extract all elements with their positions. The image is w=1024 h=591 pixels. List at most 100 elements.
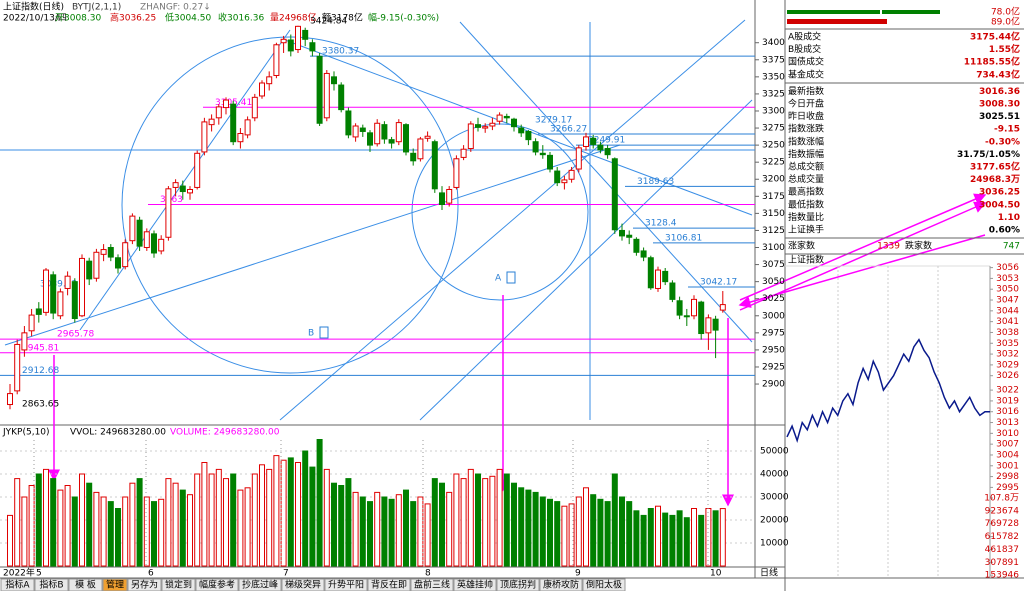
tab-label[interactable]: 倒阳太极 bbox=[586, 579, 622, 591]
tab[interactable] bbox=[453, 578, 497, 591]
tab-label[interactable]: 背反在即 bbox=[371, 579, 407, 591]
tab[interactable] bbox=[582, 578, 626, 591]
y-tick-label: 3044 bbox=[996, 306, 1019, 316]
candle-body bbox=[316, 55, 323, 124]
tab[interactable] bbox=[367, 578, 411, 591]
volume-bar bbox=[417, 496, 424, 567]
tab-label[interactable]: 盘前三线 bbox=[414, 579, 450, 591]
candle-body bbox=[71, 281, 78, 320]
high: 高3036.25 bbox=[110, 12, 156, 24]
tab[interactable] bbox=[539, 578, 583, 591]
candle-body bbox=[187, 188, 193, 194]
tab[interactable] bbox=[127, 578, 162, 591]
candle-body bbox=[662, 270, 669, 283]
y-tick-label: 2925 bbox=[762, 362, 785, 372]
info-label: 国债成交 bbox=[788, 56, 824, 68]
tab[interactable] bbox=[161, 578, 196, 591]
candle-body bbox=[323, 72, 330, 119]
tab-label[interactable]: 幅度参考 bbox=[199, 579, 235, 591]
volume-bar bbox=[71, 496, 78, 567]
tab[interactable] bbox=[281, 578, 325, 591]
tab[interactable] bbox=[0, 578, 35, 591]
tab-label[interactable]: 锁定到 bbox=[165, 579, 192, 591]
tab[interactable] bbox=[238, 578, 282, 591]
y-tick-label: 3029 bbox=[996, 360, 1019, 370]
y-tick-label: 40000 bbox=[760, 470, 789, 480]
volume-bar bbox=[316, 439, 323, 567]
volume-bar bbox=[647, 508, 654, 567]
candle-body bbox=[115, 257, 121, 269]
volume-bar bbox=[712, 510, 719, 567]
level-label: 3128.4 bbox=[645, 219, 677, 229]
candle-body bbox=[295, 25, 301, 51]
y-tick-label: 3175 bbox=[762, 192, 785, 202]
candle-body bbox=[35, 308, 42, 315]
volume-bar bbox=[14, 478, 21, 567]
tab-label[interactable]: 管理 bbox=[106, 579, 124, 591]
volume-bar bbox=[165, 478, 172, 567]
y-tick-label: 307891 bbox=[985, 558, 1019, 568]
candle-body bbox=[453, 158, 460, 188]
tab[interactable] bbox=[410, 578, 454, 591]
candle-body bbox=[482, 126, 489, 129]
tab-label[interactable]: 英雄挂帅 bbox=[457, 579, 493, 591]
y-tick-label: 3022 bbox=[996, 386, 1019, 396]
x-tick-label: 2022年 bbox=[3, 567, 35, 579]
tab[interactable] bbox=[195, 578, 239, 591]
tab-label[interactable]: 指标A bbox=[5, 579, 30, 591]
volume-bar bbox=[35, 473, 42, 567]
candle-body bbox=[251, 96, 258, 119]
volume-bar bbox=[367, 501, 373, 567]
tab[interactable] bbox=[34, 578, 69, 591]
volume-bar bbox=[525, 489, 532, 567]
tab-label[interactable]: 另存为 bbox=[131, 579, 158, 591]
info-value: 734.43亿 bbox=[976, 68, 1020, 80]
info-value: 3036.25 bbox=[979, 188, 1020, 198]
volume-bar bbox=[619, 496, 625, 567]
y-tick-label: 3075 bbox=[762, 260, 785, 270]
volume-bar bbox=[331, 482, 337, 567]
level-label: 2945.81 bbox=[22, 343, 59, 353]
candle-body bbox=[611, 158, 618, 231]
candle-body bbox=[237, 133, 244, 143]
volume-bar bbox=[539, 496, 546, 567]
y-tick-label: 3016 bbox=[996, 407, 1019, 417]
tab[interactable] bbox=[496, 578, 540, 591]
volume-bar bbox=[266, 468, 273, 567]
y-tick-label: 3041 bbox=[996, 317, 1019, 327]
tab-label[interactable]: 指标B bbox=[39, 579, 63, 591]
candle-body bbox=[244, 119, 251, 136]
tab-label[interactable]: 顶底拐判 bbox=[500, 579, 536, 591]
candle-body bbox=[143, 231, 150, 249]
tab-label[interactable]: 康桥攻防 bbox=[543, 579, 579, 591]
y-tick-label: 3125 bbox=[762, 226, 785, 236]
tab-label[interactable]: 梯级突异 bbox=[285, 579, 321, 591]
volume-bar bbox=[251, 473, 258, 567]
candle-body bbox=[331, 76, 337, 85]
candle-body bbox=[43, 269, 49, 313]
tab-label[interactable]: 抄底过峰 bbox=[242, 579, 278, 591]
candle-body bbox=[698, 301, 705, 335]
intraday-line bbox=[786, 338, 990, 444]
tab-label[interactable]: 升势平阳 bbox=[328, 579, 364, 591]
volume-bar bbox=[676, 510, 683, 567]
y-tick-label: 3026 bbox=[996, 371, 1019, 381]
volume-bar bbox=[719, 508, 726, 567]
volume-bar bbox=[431, 478, 438, 567]
vvol: VVOL: 249683280.00 bbox=[70, 428, 166, 438]
candle-body bbox=[100, 249, 107, 255]
y-tick-label: 20000 bbox=[760, 516, 789, 526]
tab[interactable] bbox=[102, 578, 128, 591]
tab[interactable] bbox=[68, 578, 103, 591]
indicator-value: ZHANGF: 0.27↓ bbox=[140, 3, 211, 13]
tab[interactable] bbox=[324, 578, 368, 591]
tab-label[interactable]: 模 板 bbox=[75, 579, 96, 591]
candle-body bbox=[475, 124, 481, 128]
info-value: 3177.65亿 bbox=[970, 161, 1020, 173]
info-value: 3016.36 bbox=[979, 87, 1020, 97]
volume-bar bbox=[446, 491, 453, 567]
level-label: 2965.78 bbox=[57, 330, 94, 340]
volume-bar bbox=[50, 478, 57, 567]
volume-bar bbox=[244, 487, 251, 567]
candle-body bbox=[525, 130, 532, 141]
